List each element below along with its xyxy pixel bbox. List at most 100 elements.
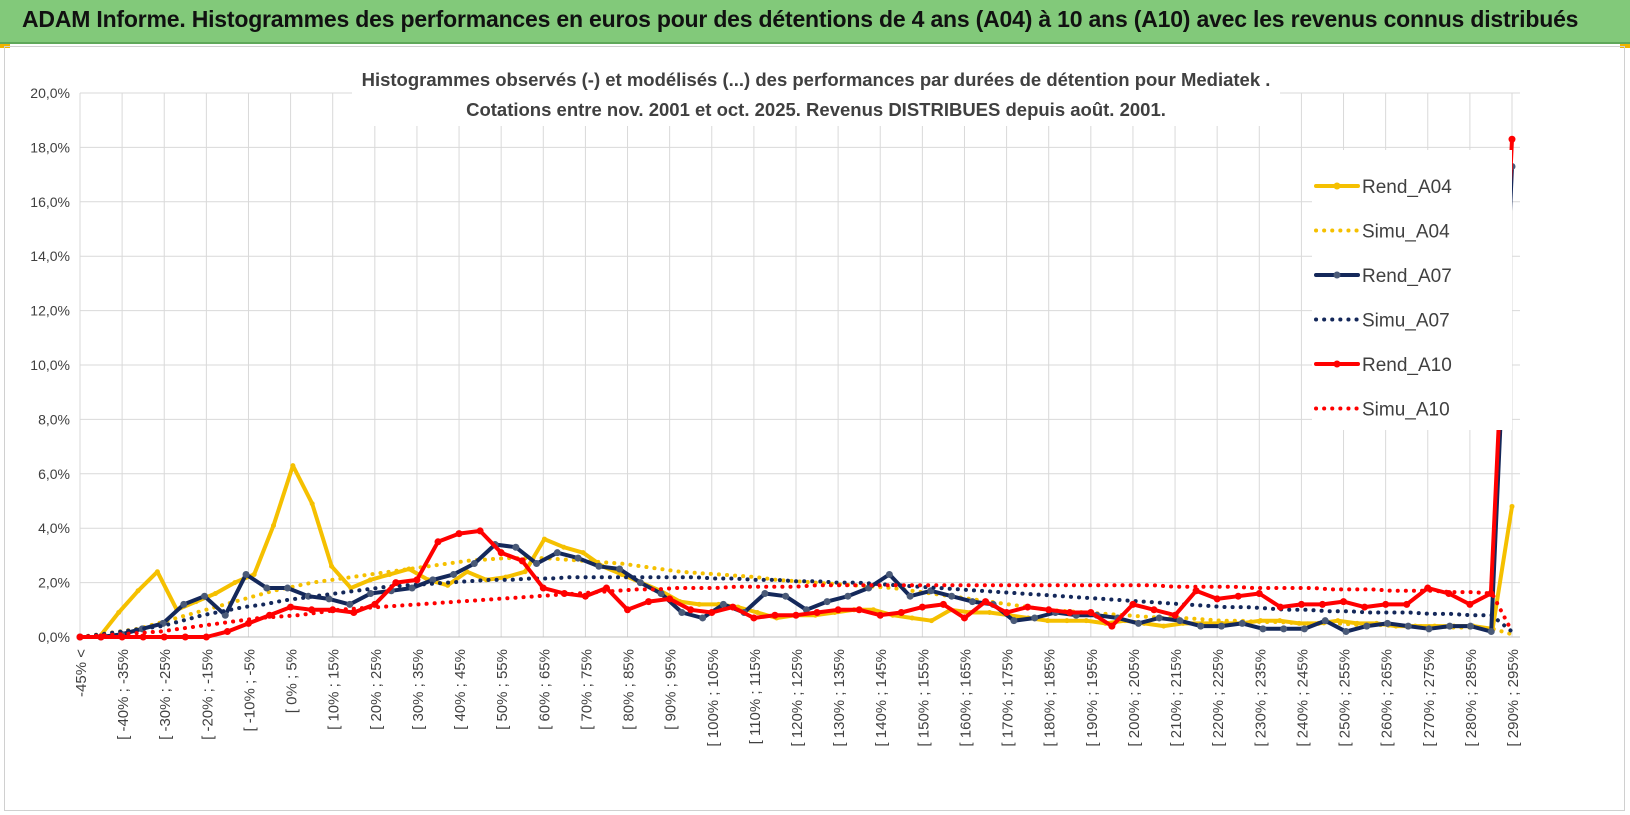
data-point-rend-a10 xyxy=(413,576,421,584)
data-point-rend-a10 xyxy=(771,611,779,619)
series-line-simu-a04 xyxy=(78,556,1514,639)
x-tick-label: [ 60% ; 65% xyxy=(536,649,553,730)
data-point-rend-a07 xyxy=(968,598,976,606)
data-point-rend-a04 xyxy=(928,618,934,624)
x-tick-label: [ 130% ; 135% xyxy=(831,649,848,747)
data-point-rend-a07 xyxy=(657,589,665,597)
y-axis: 0,0% 2,0% 4,0% 6,0% 8,0% 10,0% 12,0% 14,0% 16,0%… xyxy=(30,85,70,645)
data-point-rend-a10 xyxy=(855,606,863,614)
x-tick-label: [ 200% ; 205% xyxy=(1126,649,1143,747)
data-point-rend-a10 xyxy=(792,611,800,619)
data-point-rend-a04 xyxy=(212,590,218,596)
x-tick-label: [ -40% ; -35% xyxy=(115,649,132,740)
y-tick-label: 18,0% xyxy=(30,139,70,155)
x-tick-label: [ 230% ; 235% xyxy=(1252,649,1269,747)
data-point-rend-a10 xyxy=(160,633,168,641)
data-point-rend-a10 xyxy=(1234,592,1242,600)
data-point-rend-a10 xyxy=(181,633,189,641)
y-tick-label: 10,0% xyxy=(30,357,70,373)
data-point-rend-a07 xyxy=(512,543,520,551)
data-point-rend-a07 xyxy=(1259,625,1267,633)
data-point-rend-a04 xyxy=(1083,618,1089,624)
y-tick-label: 6,0% xyxy=(38,466,70,482)
data-point-rend-a07 xyxy=(636,579,644,587)
data-point-rend-a07 xyxy=(823,598,831,606)
data-point-rend-a10 xyxy=(539,584,547,592)
data-point-rend-a04 xyxy=(232,580,238,586)
legend-marker-rend-a04 xyxy=(1333,182,1341,190)
x-axis: -45% < [ -40% ; -35% [ -30% ; -25% [ -20% ;… xyxy=(73,649,1522,747)
data-point-rend-a10 xyxy=(918,603,926,611)
data-point-rend-a07 xyxy=(180,600,188,608)
data-point-rend-a04 xyxy=(135,588,141,594)
data-point-rend-a07 xyxy=(595,562,603,570)
data-point-rend-a10 xyxy=(1108,622,1116,630)
data-point-rend-a07 xyxy=(1217,622,1225,630)
data-point-rend-a10 xyxy=(876,611,884,619)
data-point-rend-a07 xyxy=(719,600,727,608)
x-tick-label: -45% < xyxy=(73,649,90,697)
data-point-rend-a10 xyxy=(624,606,632,614)
grid xyxy=(79,92,1520,638)
x-tick-label: [ 190% ; 195% xyxy=(1084,649,1101,747)
data-point-rend-a04 xyxy=(754,610,760,616)
data-point-rend-a10 xyxy=(434,538,442,546)
data-point-rend-a10 xyxy=(666,595,674,603)
x-tick-label: [ 150% ; 155% xyxy=(915,649,932,747)
data-point-rend-a10 xyxy=(202,633,210,641)
x-tick-label: [ 90% ; 95% xyxy=(663,649,680,730)
x-tick-label: [ 10% ; 15% xyxy=(326,649,343,730)
legend-label-simu-a10: Simu_A10 xyxy=(1362,400,1450,421)
x-tick-label: [ 80% ; 85% xyxy=(621,649,638,730)
legend-marker-rend-a07 xyxy=(1333,271,1341,279)
y-tick-label: 8,0% xyxy=(38,411,70,427)
data-point-rend-a10 xyxy=(223,628,231,636)
y-tick-label: 4,0% xyxy=(38,520,70,536)
data-point-rend-a07 xyxy=(1487,628,1495,636)
data-point-rend-a07 xyxy=(1197,622,1205,630)
legend-label-rend-a07: Rend_A07 xyxy=(1362,266,1452,287)
data-point-rend-a10 xyxy=(1024,603,1032,611)
legend-label-rend-a10: Rend_A10 xyxy=(1362,355,1452,376)
data-point-rend-a07 xyxy=(367,589,375,597)
data-point-rend-a07 xyxy=(429,576,437,584)
data-point-rend-a07 xyxy=(906,592,914,600)
x-tick-label: [ 250% ; 255% xyxy=(1337,649,1354,747)
data-point-rend-a04 xyxy=(116,610,122,616)
chart-title: Histogrammes observés (-) et modélisés (… xyxy=(362,69,1271,90)
data-point-rend-a10 xyxy=(1087,609,1095,617)
x-tick-label: [ 100% ; 105% xyxy=(705,649,722,747)
data-point-rend-a04 xyxy=(1045,618,1051,624)
data-point-rend-a07 xyxy=(1134,619,1142,627)
data-point-rend-a07 xyxy=(802,606,810,614)
series-line-simu-a07 xyxy=(78,575,1514,639)
x-tick-label: [ 120% ; 125% xyxy=(789,649,806,747)
data-point-rend-a07 xyxy=(678,609,686,617)
data-point-rend-a10 xyxy=(1066,609,1074,617)
data-point-rend-a10 xyxy=(729,603,737,611)
report-title: ADAM Informe. Histogrammes des performan… xyxy=(22,6,1579,32)
data-point-rend-a10 xyxy=(939,600,947,608)
data-point-rend-a10 xyxy=(813,609,821,617)
data-point-rend-a10 xyxy=(645,598,653,606)
data-point-rend-a10 xyxy=(476,527,484,535)
data-point-rend-a04 xyxy=(561,544,567,550)
x-tick-label: [ 270% ; 275% xyxy=(1421,649,1438,747)
x-tick-label: [ 20% ; 25% xyxy=(368,649,385,730)
data-point-rend-a10 xyxy=(1171,611,1179,619)
data-point-rend-a07 xyxy=(761,589,769,597)
legend-marker-rend-a10 xyxy=(1333,360,1341,368)
data-point-rend-a10 xyxy=(1361,603,1369,611)
data-point-rend-a04 xyxy=(1064,618,1070,624)
legend-label-simu-a07: Simu_A07 xyxy=(1362,311,1450,332)
x-tick-label: [ 180% ; 185% xyxy=(1042,649,1059,747)
data-point-rend-a07 xyxy=(1425,625,1433,633)
x-tick-label: [ -30% ; -25% xyxy=(157,649,174,740)
data-point-rend-a07 xyxy=(533,560,541,568)
data-point-rend-a04 xyxy=(348,585,354,591)
x-tick-label: [ 110% ; 115% xyxy=(747,649,764,744)
data-point-rend-a07 xyxy=(1031,614,1039,622)
data-point-rend-a04 xyxy=(406,566,412,572)
data-point-rend-a07 xyxy=(1363,622,1371,630)
